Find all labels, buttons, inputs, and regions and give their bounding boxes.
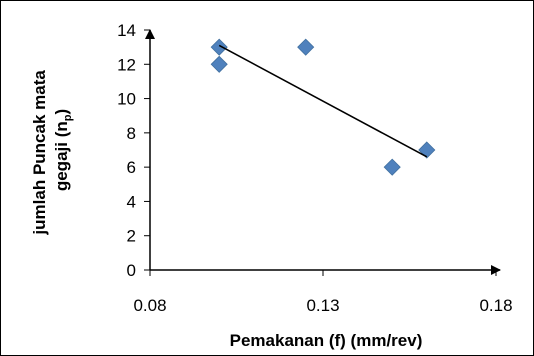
y-axis-title-line2: gegaji (np) — [52, 109, 74, 191]
data-point-marker — [297, 38, 315, 56]
y-tick-label: 0 — [127, 261, 136, 280]
y-tick-label: 12 — [117, 55, 136, 74]
y-axis-title-line1: jumlah Puncak mata — [30, 70, 49, 236]
y-tick-label: 8 — [127, 124, 136, 143]
y-tick-label: 4 — [127, 192, 136, 211]
trendline — [218, 44, 428, 158]
y-axis-title-close: ) — [52, 109, 71, 115]
data-point-marker — [418, 141, 436, 159]
y-tick-label: 6 — [127, 158, 136, 177]
data-point-marker — [210, 38, 228, 56]
y-axis-title-subscript: p — [62, 114, 74, 121]
y-axis-title: jumlah Puncak mata gegaji (np) — [30, 65, 74, 235]
data-point-marker — [210, 55, 228, 73]
y-tick-label: 10 — [117, 90, 136, 109]
y-axis-title-part: gegaji (n — [52, 121, 71, 191]
y-tick-label: 2 — [127, 227, 136, 246]
x-axis-title: Pemakanan (f) (mm/rev) — [230, 331, 423, 350]
x-tick-label: 0.13 — [306, 296, 339, 315]
data-point-marker — [383, 158, 401, 176]
y-tick-label: 14 — [117, 21, 136, 40]
x-tick-label: 0.18 — [479, 296, 512, 315]
x-tick-label: 0.08 — [133, 296, 166, 315]
